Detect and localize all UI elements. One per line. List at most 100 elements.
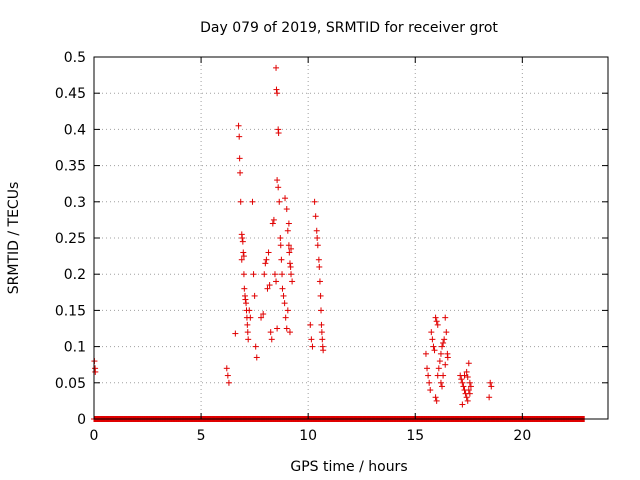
- y-tick-label: 0.1: [64, 340, 86, 356]
- data-point: [433, 318, 440, 325]
- data-point: [463, 368, 470, 375]
- y-tick-label: 0.4: [64, 122, 86, 138]
- grid-lines: [94, 57, 608, 419]
- data-point: [308, 336, 315, 343]
- data-point: [288, 271, 295, 278]
- data-point: [276, 198, 283, 205]
- data-point: [465, 387, 472, 394]
- data-point: [279, 285, 286, 292]
- data-point: [314, 235, 321, 241]
- data-point: [224, 372, 231, 379]
- data-point: [430, 343, 437, 350]
- data-point: [237, 169, 244, 176]
- data-point: [252, 343, 259, 350]
- data-point: [437, 379, 444, 386]
- data-point: [307, 321, 314, 328]
- data-point: [432, 314, 439, 321]
- y-tick-label: 0.15: [55, 303, 86, 319]
- data-point: [236, 155, 243, 162]
- data-point: [424, 365, 431, 372]
- data-point: [309, 343, 316, 350]
- data-point: [279, 271, 286, 278]
- data-point: [487, 379, 494, 386]
- data-point: [282, 314, 289, 321]
- data-point: [240, 271, 247, 278]
- data-point: [435, 365, 442, 372]
- data-point: [240, 249, 247, 256]
- data-point: [431, 347, 438, 354]
- data-point: [443, 329, 450, 336]
- data-point: [460, 383, 467, 390]
- data-point: [434, 372, 441, 379]
- data-point: [439, 343, 446, 350]
- data-point: [442, 361, 449, 368]
- data-point: [246, 307, 253, 314]
- y-tick-label: 0.25: [55, 231, 86, 247]
- data-point: [251, 292, 258, 299]
- data-point: [260, 311, 267, 318]
- data-point: [286, 260, 293, 267]
- data-point: [318, 321, 325, 328]
- y-tick-label: 0.2: [64, 267, 86, 283]
- x-axis-label: GPS time / hours: [290, 459, 407, 475]
- data-point: [287, 263, 294, 270]
- data-point: [273, 86, 280, 93]
- data-point: [265, 249, 272, 256]
- data-point: [434, 321, 441, 328]
- data-point: [425, 372, 432, 379]
- y-axis-label: SRMTID / TECUs: [6, 182, 22, 295]
- data-point: [277, 235, 284, 241]
- data-point: [440, 372, 447, 379]
- data-point: [440, 339, 447, 346]
- data-point: [488, 383, 495, 390]
- data-point: [441, 336, 448, 343]
- data-point: [237, 198, 244, 205]
- data-point: [261, 271, 268, 278]
- data-point: [465, 360, 472, 367]
- data-point: [312, 213, 319, 220]
- data-point: [314, 242, 321, 249]
- data-point: [239, 235, 246, 241]
- y-tick-label: 0.05: [55, 376, 86, 392]
- data-point: [247, 314, 254, 321]
- data-point: [429, 336, 436, 343]
- chart-title: Day 079 of 2019, SRMTID for receiver gro…: [200, 20, 498, 36]
- data-point: [433, 397, 440, 404]
- data-point: [225, 379, 232, 386]
- data-point: [223, 365, 230, 372]
- data-point: [245, 336, 252, 343]
- data-point: [258, 314, 265, 321]
- data-point: [422, 350, 429, 357]
- data-point: [316, 278, 323, 285]
- data-point: [461, 372, 468, 379]
- y-tick-label: 0.45: [55, 86, 86, 102]
- data-point: [282, 195, 289, 202]
- data-point: [281, 300, 288, 307]
- data-point: [263, 256, 270, 263]
- x-tick-label: 20: [513, 428, 531, 444]
- data-point: [289, 278, 296, 285]
- data-point: [313, 227, 320, 234]
- axis-ticks: 0 0.05 0.1 0.15 0.2 0.25 0.3 0.35 0.4 0.45 0.5 0 5 10…: [55, 50, 608, 444]
- data-point: [486, 394, 493, 401]
- y-tick-label: 0.3: [64, 195, 86, 211]
- data-point: [320, 347, 327, 354]
- data-point: [315, 256, 322, 263]
- data-point: [288, 245, 295, 252]
- data-point: [92, 368, 99, 375]
- data-point: [464, 374, 471, 381]
- data-point: [316, 263, 323, 270]
- data-point: [274, 177, 281, 184]
- x-tick-label: 15: [406, 428, 424, 444]
- data-point: [239, 238, 246, 245]
- data-point: [273, 64, 280, 71]
- x-tick-label: 5: [197, 428, 206, 444]
- data-point: [241, 285, 248, 292]
- data-point: [318, 329, 325, 336]
- data-point: [236, 133, 243, 140]
- data-point: [285, 242, 292, 249]
- data-point: [240, 253, 247, 260]
- data-point: [466, 390, 473, 397]
- data-point: [427, 387, 434, 394]
- data-point: [432, 394, 439, 401]
